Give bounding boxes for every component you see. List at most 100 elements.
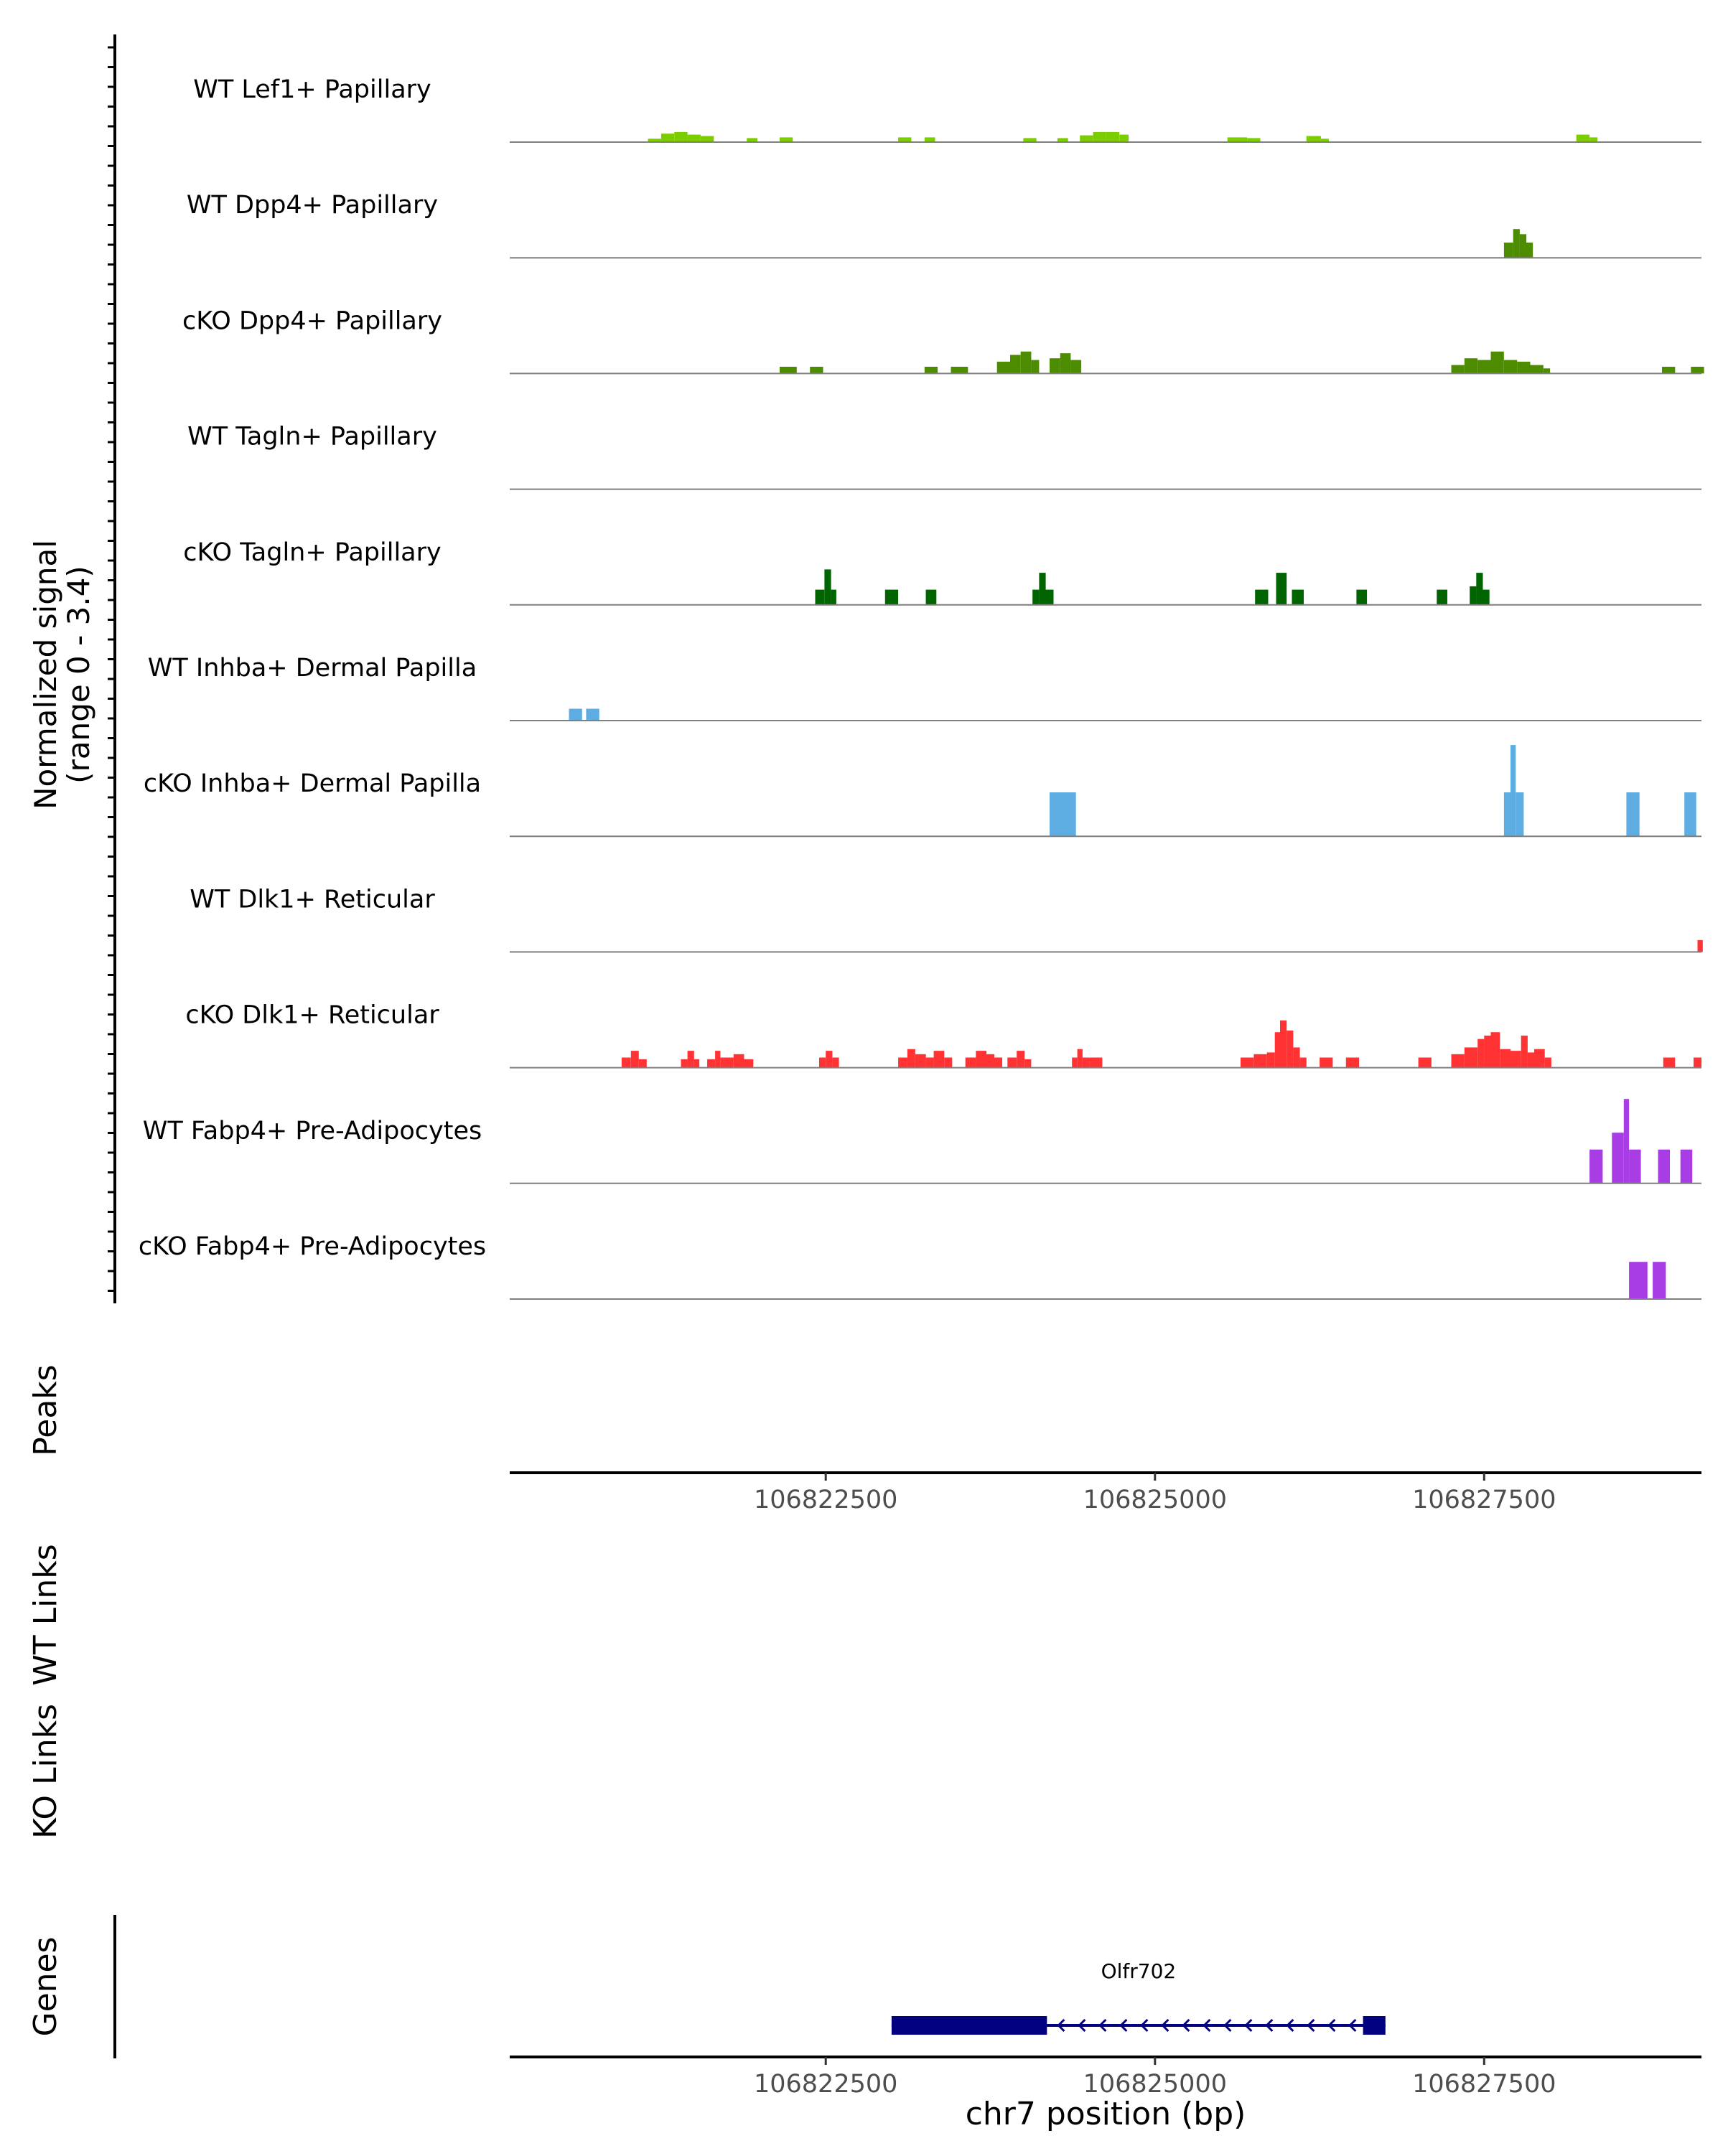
coverage-bar-8-50 <box>1527 1052 1535 1068</box>
strand-arrow-3 <box>1119 2018 1128 2033</box>
coverage-bar-0-16 <box>1227 137 1248 142</box>
coverage-bar-2-5 <box>1010 355 1021 374</box>
coverage-bar-2-20 <box>1691 367 1704 374</box>
track-label-3: WT Tagln+ Papillary <box>187 423 437 451</box>
coverage-bar-2-8 <box>1050 358 1060 374</box>
coverage-bar-6-1 <box>1503 792 1511 837</box>
coverage-bar-2-15 <box>1503 360 1518 374</box>
track-label-9: WT Fabp4+ Pre-Adipocytes <box>143 1117 482 1145</box>
strand-arrow-12 <box>1307 2018 1315 2033</box>
coverage-bar-8-40 <box>1345 1057 1360 1068</box>
gene-label-0: Olfr702 <box>1101 1959 1177 1983</box>
strand-arrow-14 <box>1348 2018 1357 2033</box>
coverage-bar-4-8 <box>1255 589 1269 605</box>
coverage-bar-8-25 <box>1017 1051 1025 1068</box>
coverage-bar-8-7 <box>715 1051 721 1068</box>
coverage-bar-4-5 <box>1032 589 1040 605</box>
coverage-bar-0-19 <box>1320 139 1329 142</box>
coverage-bar-9-4 <box>1658 1149 1670 1184</box>
coverage-bar-8-14 <box>898 1057 907 1068</box>
strand-arrow-10 <box>1265 2018 1274 2033</box>
coverage-track-8: cKO Dlk1+ Reticular <box>185 1001 1701 1069</box>
coverage-bar-8-28 <box>1077 1049 1083 1068</box>
coverage-track-4: cKO Tagln+ Papillary <box>183 538 1701 606</box>
coverage-bar-0-17 <box>1247 138 1261 142</box>
coverage-track-5: WT Inhba+ Dermal Papilla <box>148 654 1701 721</box>
coverage-bar-8-41 <box>1418 1057 1432 1068</box>
coverage-bar-8-54 <box>1694 1057 1701 1068</box>
coverage-bar-2-7 <box>1031 360 1040 374</box>
coverage-bar-2-16 <box>1517 361 1531 374</box>
strand-arrow-11 <box>1286 2018 1294 2033</box>
coverage-bar-0-6 <box>747 138 757 142</box>
coverage-bar-7-0 <box>1697 939 1703 952</box>
genes-panel-label: Genes <box>27 1936 64 2036</box>
peaks-panel-label: Peaks <box>27 1364 64 1456</box>
coverage-bar-8-9 <box>733 1054 744 1068</box>
coverage-bar-4-4 <box>925 589 937 605</box>
coverage-bar-8-6 <box>707 1059 716 1068</box>
coverage-bar-2-3 <box>951 367 968 374</box>
gene-track: Olfr702 <box>891 1959 1386 2035</box>
strand-arrow-7 <box>1203 2018 1211 2033</box>
coverage-bar-8-24 <box>1007 1057 1017 1068</box>
coverage-bar-4-6 <box>1039 573 1046 605</box>
coverage-track-1: WT Dpp4+ Papillary <box>187 191 1701 259</box>
coverage-bar-0-12 <box>1080 135 1093 142</box>
strand-arrow-2 <box>1098 2018 1107 2033</box>
coverage-bar-1-0 <box>1503 243 1513 258</box>
wt-links-panel-label: WT Links <box>27 1544 64 1685</box>
coverage-bar-4-0 <box>815 589 825 605</box>
coverage-bar-0-7 <box>780 137 793 142</box>
coverage-bar-6-4 <box>1626 792 1640 837</box>
coverage-bar-8-27 <box>1072 1057 1078 1068</box>
coverage-bar-0-21 <box>1589 137 1598 142</box>
coverage-bar-9-2 <box>1623 1099 1630 1184</box>
coverage-bar-4-2 <box>831 589 836 605</box>
coverage-bar-8-26 <box>1024 1059 1032 1068</box>
genes-x-tick-label-0: 106822500 <box>754 2070 897 2099</box>
coverage-bar-8-1 <box>630 1051 639 1068</box>
coverage-bar-4-3 <box>884 589 899 605</box>
coverage-bar-8-13 <box>832 1057 839 1068</box>
coverage-bar-2-0 <box>780 367 797 374</box>
coverage-bar-8-51 <box>1534 1049 1545 1068</box>
genes-x-tick-label-2: 106827500 <box>1412 2070 1556 2099</box>
coverage-bar-9-3 <box>1629 1149 1641 1184</box>
coverage-bar-6-5 <box>1684 792 1696 837</box>
coverage-bar-8-18 <box>933 1051 945 1068</box>
peaks-x-tick-label-0: 106822500 <box>754 1486 897 1514</box>
coverage-bar-2-4 <box>996 361 1010 374</box>
coverage-bar-0-9 <box>924 137 935 142</box>
coverage-bar-0-15 <box>1119 134 1129 142</box>
coverage-bar-8-22 <box>986 1054 994 1068</box>
peaks-x-tick-label-1: 106825000 <box>1083 1486 1227 1514</box>
coverage-bar-8-39 <box>1320 1057 1333 1068</box>
coverage-bar-8-49 <box>1521 1035 1528 1068</box>
coverage-track-7: WT Dlk1+ Reticular <box>190 885 1703 953</box>
coverage-bar-8-23 <box>994 1057 1002 1068</box>
coverage-ylabel-range: (range 0 - 3.4) <box>61 566 96 784</box>
coverage-bar-2-18 <box>1543 368 1551 374</box>
x-axis-title: chr7 position (bp) <box>966 2096 1246 2132</box>
coverage-bar-1-1 <box>1513 229 1520 258</box>
coverage-bar-2-19 <box>1662 367 1676 374</box>
coverage-ylabel-group: Normalized signal (range 0 - 3.4) <box>28 540 96 810</box>
coverage-bar-8-44 <box>1477 1039 1485 1068</box>
coverage-bar-8-4 <box>687 1051 694 1068</box>
coverage-bar-2-13 <box>1477 360 1491 374</box>
track-label-1: WT Dpp4+ Papillary <box>187 191 438 220</box>
coverage-track-10: cKO Fabp4+ Pre-Adipocytes <box>139 1232 1701 1300</box>
coverage-bar-2-9 <box>1060 353 1071 374</box>
coverage-bar-0-13 <box>1093 131 1106 142</box>
track-label-4: cKO Tagln+ Papillary <box>183 538 442 567</box>
coverage-bar-8-3 <box>681 1059 688 1068</box>
coverage-ylabel: Normalized signal <box>28 540 63 810</box>
strand-arrow-4 <box>1140 2018 1149 2033</box>
strand-arrow-5 <box>1161 2018 1169 2033</box>
coverage-bar-0-8 <box>898 137 912 142</box>
peaks-x-axis: 106822500 106825000 106827500 <box>754 1473 1556 1514</box>
coverage-track-2: cKO Dpp4+ Papillary <box>182 306 1704 375</box>
track-label-6: cKO Inhba+ Dermal Papilla <box>144 769 481 798</box>
